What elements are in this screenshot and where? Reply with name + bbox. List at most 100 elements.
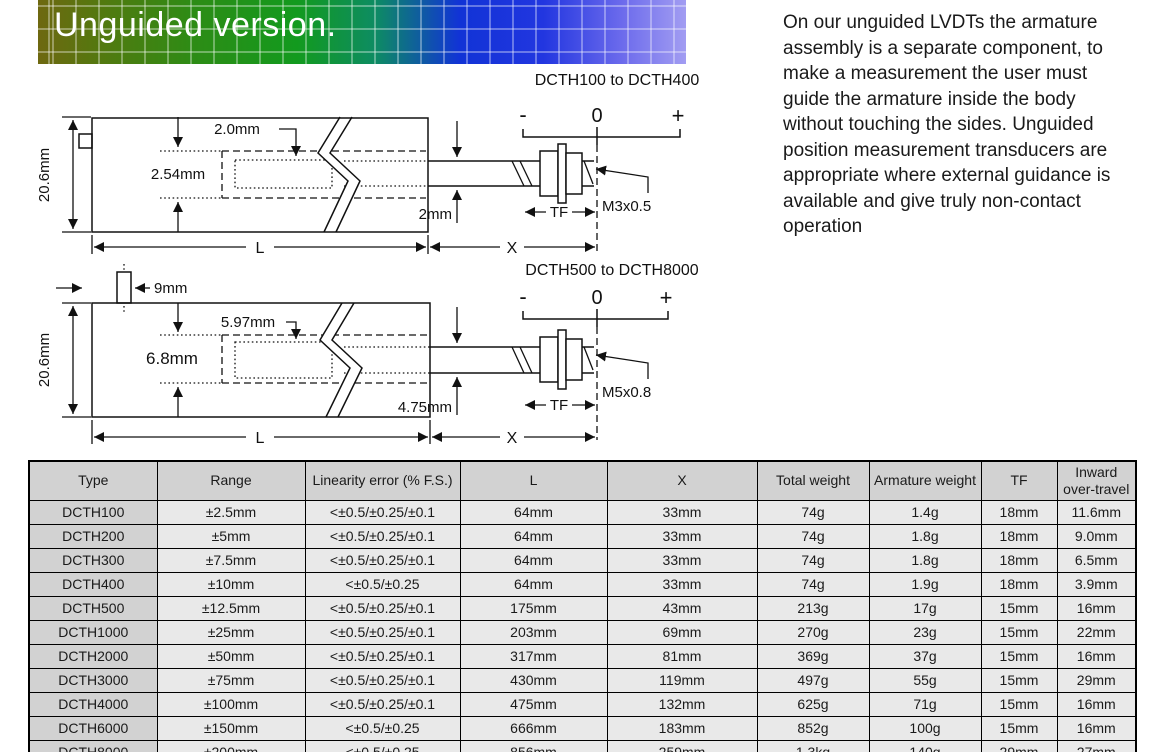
value-cell: 140g	[868, 740, 982, 752]
value-cell: 119mm	[606, 668, 758, 693]
table-row: DCTH8000 ±200mm <±0.5/±0.25 856mm 259mm 1.3kg…	[28, 740, 1137, 752]
value-cell: 64mm	[459, 524, 608, 549]
x-dim-label: X	[507, 240, 518, 257]
diagram-large-linework	[56, 264, 669, 444]
table-body: DCTH100 ±2.5mm <±0.5/±0.25/±0.1 64mm 33mm 74g…	[28, 500, 1137, 752]
type-cell: DCTH2000	[28, 644, 158, 669]
value-cell: 16mm	[1056, 644, 1137, 669]
value-cell: 1.8g	[868, 524, 982, 549]
thread-label: M5x0.8	[602, 384, 651, 401]
value-cell: 15mm	[980, 692, 1058, 717]
rod-dia-label: 2mm	[419, 206, 452, 223]
value-cell: 1.4g	[868, 500, 982, 525]
value-cell: 23g	[868, 620, 982, 645]
value-cell: 16mm	[1056, 716, 1137, 741]
value-cell: 29mm	[980, 740, 1058, 752]
value-cell: 64mm	[459, 500, 608, 525]
value-cell: 625g	[756, 692, 870, 717]
body-height-label: 20.6mm	[36, 148, 53, 202]
column-header: Linearity error (% F.S.)	[304, 460, 461, 501]
diagram-large-caption: DCTH500 to DCTH8000	[525, 262, 699, 279]
value-cell: 175mm	[459, 596, 608, 621]
value-cell: 11.6mm	[1056, 500, 1137, 525]
table-row: DCTH1000 ±25mm <±0.5/±0.25/±0.1 203mm 69mm 27…	[28, 620, 1137, 645]
value-cell: 74g	[756, 500, 870, 525]
table-row: DCTH6000 ±150mm <±0.5/±0.25 666mm 183mm 852g 1…	[28, 716, 1137, 741]
diagram-small-caption: DCTH100 to DCTH400	[535, 72, 700, 89]
value-cell: 16mm	[1056, 692, 1137, 717]
column-header: Total weight	[756, 460, 870, 501]
value-cell: ±200mm	[156, 740, 306, 752]
body-height-label: 20.6mm	[36, 333, 53, 387]
value-cell: 22mm	[1056, 620, 1137, 645]
length-label: L	[256, 240, 265, 257]
value-cell: 74g	[756, 548, 870, 573]
type-cell: DCTH200	[28, 524, 158, 549]
value-cell: <±0.5/±0.25/±0.1	[304, 596, 461, 621]
diagram-dcth500-8000: DCTH500 to DCTH8000 - 0 + 9mm 20.6mm 5.9…	[36, 262, 699, 447]
type-cell: DCTH6000	[28, 716, 158, 741]
value-cell: 475mm	[459, 692, 608, 717]
spec-table: Type Range Linearity error (% F.S.) L X Total…	[28, 460, 1137, 752]
tf-label: TF	[550, 397, 568, 414]
table-row: DCTH2000 ±50mm <±0.5/±0.25/±0.1 317mm 81mm 36…	[28, 644, 1137, 669]
value-cell: <±0.5/±0.25/±0.1	[304, 548, 461, 573]
tab-width-label: 9mm	[154, 280, 187, 297]
thread-label: M3x0.5	[602, 198, 651, 215]
value-cell: 81mm	[606, 644, 758, 669]
value-cell: ±25mm	[156, 620, 306, 645]
diagram-dcth100-400: DCTH100 to DCTH400 - 0 + 20.6mm 2.0mm 2.…	[36, 72, 700, 257]
value-cell: 1.9g	[868, 572, 982, 597]
value-cell: 29mm	[1056, 668, 1137, 693]
column-header: TF	[980, 460, 1058, 501]
value-cell: 37g	[868, 644, 982, 669]
value-cell: 71g	[868, 692, 982, 717]
table-row: DCTH3000 ±75mm <±0.5/±0.25/±0.1 430mm 119mm 4…	[28, 668, 1137, 693]
value-cell: 100g	[868, 716, 982, 741]
type-cell: DCTH1000	[28, 620, 158, 645]
scale-plus-label: +	[660, 285, 673, 310]
type-cell: DCTH300	[28, 548, 158, 573]
value-cell: 18mm	[980, 548, 1058, 573]
value-cell: 852g	[756, 716, 870, 741]
value-cell: ±75mm	[156, 668, 306, 693]
value-cell: 9.0mm	[1056, 524, 1137, 549]
value-cell: <±0.5/±0.25	[304, 572, 461, 597]
value-cell: 27mm	[1056, 740, 1137, 752]
type-cell: DCTH100	[28, 500, 158, 525]
x-dim-label: X	[507, 430, 518, 447]
value-cell: <±0.5/±0.25	[304, 716, 461, 741]
value-cell: <±0.5/±0.25/±0.1	[304, 692, 461, 717]
scale-zero-label: 0	[591, 105, 602, 127]
value-cell: 317mm	[459, 644, 608, 669]
scale-minus-label: -	[519, 284, 526, 309]
value-cell: 213g	[756, 596, 870, 621]
value-cell: 33mm	[606, 548, 758, 573]
value-cell: 74g	[756, 524, 870, 549]
table-row: DCTH100 ±2.5mm <±0.5/±0.25/±0.1 64mm 33mm 74g…	[28, 500, 1137, 525]
value-cell: ±5mm	[156, 524, 306, 549]
value-cell: 33mm	[606, 572, 758, 597]
scale-plus-label: +	[672, 103, 685, 128]
scale-zero-label: 0	[591, 287, 602, 309]
value-cell: 369g	[756, 644, 870, 669]
value-cell: 15mm	[980, 668, 1058, 693]
value-cell: 43mm	[606, 596, 758, 621]
value-cell: <±0.5/±0.25/±0.1	[304, 620, 461, 645]
value-cell: 203mm	[459, 620, 608, 645]
value-cell: ±100mm	[156, 692, 306, 717]
value-cell: 856mm	[459, 740, 608, 752]
value-cell: 33mm	[606, 524, 758, 549]
type-cell: DCTH3000	[28, 668, 158, 693]
intro-paragraph: On our unguided LVDTs the armature assem…	[783, 12, 1111, 237]
value-cell: 17g	[868, 596, 982, 621]
value-cell: 15mm	[980, 716, 1058, 741]
column-header: L	[459, 460, 608, 501]
armature-dia-label: 2.0mm	[214, 121, 260, 138]
value-cell: 15mm	[980, 644, 1058, 669]
value-cell: 1.8g	[868, 548, 982, 573]
value-cell: <±0.5/±0.25/±0.1	[304, 668, 461, 693]
length-label: L	[256, 430, 265, 447]
value-cell: 183mm	[606, 716, 758, 741]
